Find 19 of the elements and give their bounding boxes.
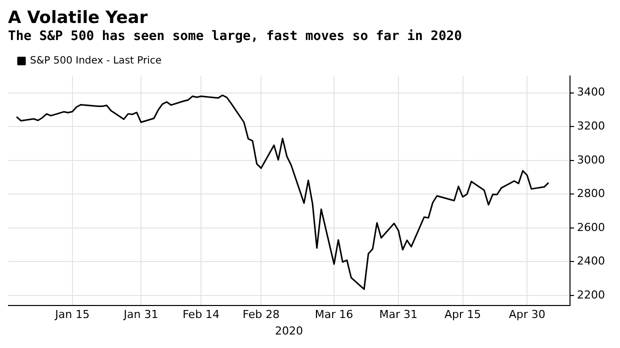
x-tick-label: Apr 15: [444, 308, 482, 322]
x-axis-title: 2020: [275, 324, 304, 338]
x-tick-label: Feb 14: [182, 308, 220, 322]
x-tick-label: Feb 28: [242, 308, 280, 322]
y-tick-label: 3400: [577, 86, 606, 99]
y-tick-label: 2200: [577, 288, 606, 302]
legend-label: S&P 500 Index - Last Price: [30, 56, 162, 67]
x-tick-label: Apr 30: [508, 308, 546, 322]
chart-title: A Volatile Year: [8, 8, 149, 28]
x-tick-label: Jan 31: [122, 308, 158, 322]
y-tick-label: 3000: [577, 153, 606, 166]
y-tick-label: 3200: [577, 120, 606, 133]
x-tick-label: Jan 15: [54, 308, 90, 322]
x-tick-label: Mar 16: [314, 308, 354, 322]
y-tick-label: 2800: [577, 187, 606, 200]
x-tick-label: Mar 31: [379, 308, 418, 322]
chart-subtitle: The S&P 500 has seen some large, fast moves so far in 2020: [8, 28, 463, 46]
y-tick-label: 2400: [577, 254, 606, 268]
y-tick-label: 2600: [577, 220, 606, 234]
